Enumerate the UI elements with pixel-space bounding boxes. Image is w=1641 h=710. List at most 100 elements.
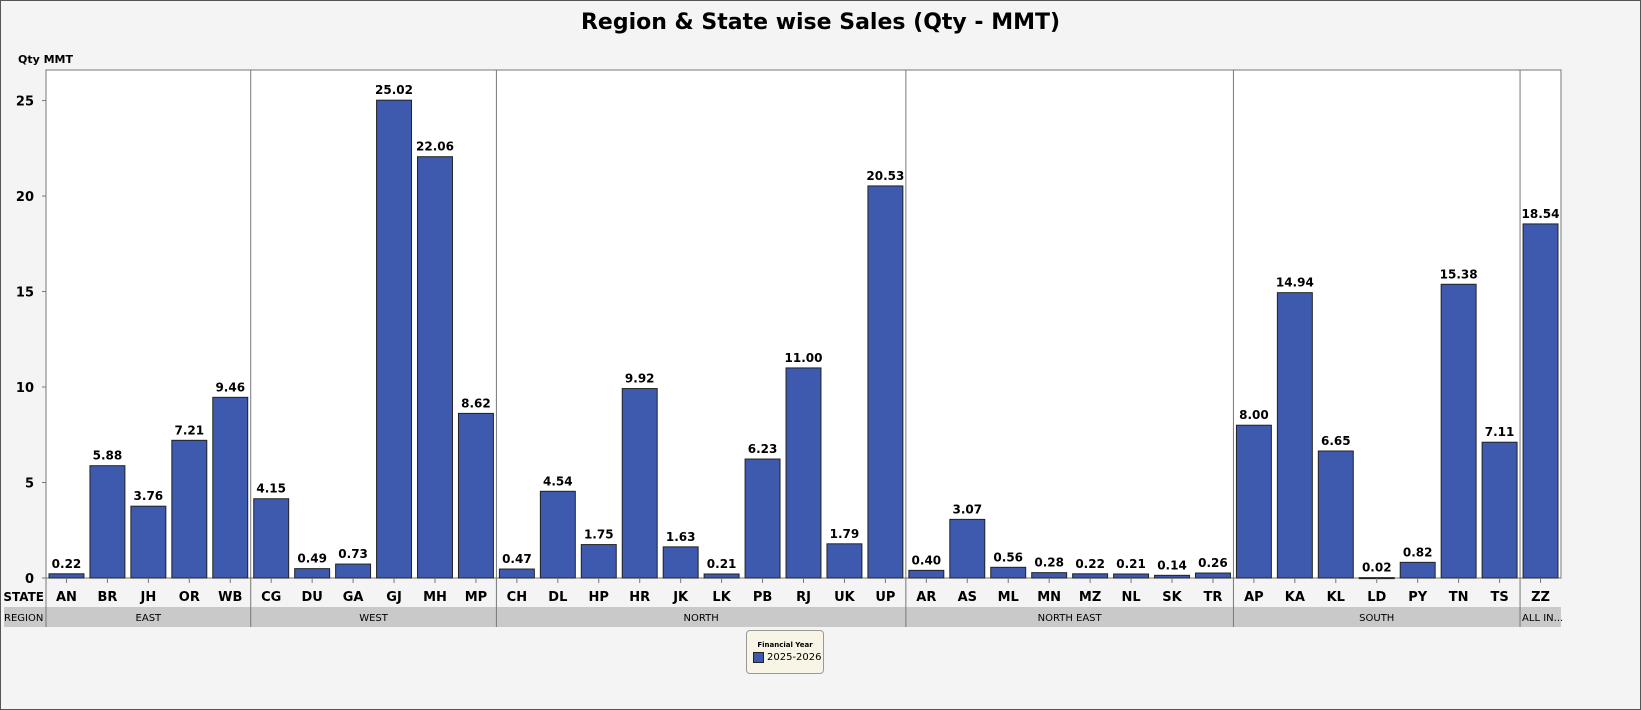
state-label-HP: HP (589, 590, 609, 605)
data-label-OR: 7.21 (175, 423, 205, 437)
y-tick-label: 20 (16, 190, 34, 205)
state-label-TS: TS (1490, 590, 1508, 605)
state-label-OR: OR (179, 590, 200, 605)
data-label-AP: 8.00 (1239, 408, 1269, 422)
state-label-CG: CG (261, 590, 281, 605)
data-label-HP: 1.75 (584, 528, 614, 542)
region-band (4, 607, 1561, 627)
state-label-KA: KA (1285, 590, 1305, 605)
state-label-DU: DU (301, 590, 322, 605)
data-label-MZ: 0.22 (1075, 557, 1105, 571)
bar-HR (621, 388, 658, 579)
bar-SK (1154, 574, 1190, 579)
bar-AS (949, 518, 986, 579)
bar-AN (48, 573, 85, 579)
bar-AR (908, 569, 945, 579)
state-label-PB: PB (753, 590, 772, 605)
bar-UP (867, 185, 904, 579)
state-label-JK: JK (672, 590, 689, 605)
bar-TS (1481, 441, 1518, 579)
data-label-BR: 5.88 (93, 449, 123, 463)
state-label-CH: CH (507, 590, 527, 605)
data-label-UK: 1.79 (830, 527, 860, 541)
state-label-MN: MN (1037, 590, 1061, 605)
state-label-UK: UK (834, 590, 856, 605)
state-label-ML: ML (998, 590, 1019, 605)
bar-NL (1113, 573, 1150, 579)
data-label-LD: 0.02 (1362, 561, 1392, 575)
bar-AP (1235, 424, 1272, 579)
state-label-BR: BR (97, 590, 117, 605)
legend-title: Financial Year (757, 641, 813, 649)
legend-item[interactable]: 2025-2026 (753, 652, 823, 663)
data-label-NL: 0.21 (1116, 557, 1146, 571)
data-label-SK: 0.14 (1157, 558, 1187, 572)
bar-CH (498, 568, 535, 579)
data-label-JK: 1.63 (666, 530, 696, 544)
chart-title: Region & State wise Sales (Qty - MMT) (580, 10, 1061, 35)
state-label-MZ: MZ (1079, 590, 1101, 605)
x-axis-label-state: STATE (3, 590, 44, 604)
state-label-RJ: RJ (796, 590, 811, 605)
data-label-KL: 6.65 (1321, 434, 1351, 448)
state-label-HR: HR (629, 590, 650, 605)
y-tick-label: 15 (16, 286, 34, 301)
bar-JK (662, 546, 699, 579)
region-label: WEST (359, 613, 389, 624)
state-label-PY: PY (1408, 590, 1428, 605)
data-label-JH: 3.76 (134, 489, 164, 503)
region-label: SOUTH (1359, 613, 1394, 624)
bar-JH (130, 505, 167, 579)
state-label-KL: KL (1327, 590, 1345, 605)
data-label-DU: 0.49 (297, 552, 327, 566)
legend-label: 2025-2026 (767, 652, 822, 663)
y-tick-label: 25 (16, 95, 34, 110)
state-label-TN: TN (1449, 590, 1469, 605)
state-label-TR: TR (1204, 590, 1223, 605)
data-label-TS: 7.11 (1485, 425, 1515, 439)
bar-UK (826, 543, 863, 579)
state-label-UP: UP (875, 590, 895, 605)
data-label-MP: 8.62 (461, 396, 491, 410)
bar-WB (212, 396, 249, 579)
state-label-SK: SK (1162, 590, 1182, 605)
state-label-AN: AN (56, 590, 77, 605)
bar-TR (1194, 572, 1231, 579)
bar-DL (539, 490, 576, 579)
legend-swatch (753, 652, 764, 663)
bar-DU (294, 568, 331, 579)
state-label-AR: AR (916, 590, 936, 605)
data-label-KA: 14.94 (1276, 276, 1314, 290)
bar-LK (703, 573, 740, 579)
y-tick-label: 10 (16, 381, 34, 396)
state-label-AP: AP (1244, 590, 1264, 605)
state-label-LD: LD (1367, 590, 1386, 605)
bar-RJ (785, 367, 822, 579)
state-label-DL: DL (548, 590, 567, 605)
data-label-GJ: 25.02 (375, 83, 413, 97)
data-label-TN: 15.38 (1440, 267, 1478, 281)
bar-MP (457, 412, 494, 579)
data-label-HR: 9.92 (625, 372, 655, 386)
region-label: NORTH EAST (1038, 613, 1103, 624)
bar-MN (1031, 572, 1068, 579)
x-axis-label-region: REGION (4, 613, 43, 624)
data-label-CH: 0.47 (502, 552, 532, 566)
y-tick-label: 5 (25, 477, 34, 492)
bar-GJ (376, 99, 413, 579)
data-label-MN: 0.28 (1034, 556, 1064, 570)
bar-ZZ (1522, 223, 1559, 579)
data-label-RJ: 11.00 (785, 351, 823, 365)
data-label-GA: 0.73 (338, 547, 368, 561)
legend[interactable]: Financial Year 2025-2026 (746, 630, 824, 674)
bar-KA (1276, 292, 1313, 579)
data-label-WB: 9.46 (215, 380, 245, 394)
data-label-DL: 4.54 (543, 474, 573, 488)
state-label-AS: AS (958, 590, 977, 605)
bar-KL (1317, 450, 1354, 579)
data-label-UP: 20.53 (866, 169, 904, 183)
bar-HP (580, 544, 617, 579)
state-label-NL: NL (1121, 590, 1140, 605)
bar-PY (1399, 561, 1436, 579)
